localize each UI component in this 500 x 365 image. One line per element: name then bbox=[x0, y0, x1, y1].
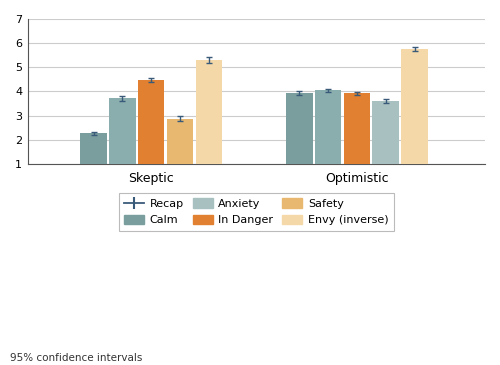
Bar bbox=[166, 119, 193, 164]
Bar bbox=[80, 133, 107, 164]
Bar bbox=[372, 101, 399, 164]
Bar bbox=[109, 98, 136, 164]
Bar bbox=[286, 93, 312, 164]
Bar bbox=[344, 93, 370, 164]
Bar bbox=[196, 60, 222, 164]
Bar bbox=[402, 49, 428, 164]
Bar bbox=[138, 80, 164, 164]
Bar bbox=[315, 91, 342, 164]
Text: 95% confidence intervals: 95% confidence intervals bbox=[10, 353, 142, 363]
Legend: Recap, Calm, Anxiety, In Danger, Safety, Envy (inverse): Recap, Calm, Anxiety, In Danger, Safety,… bbox=[118, 193, 394, 231]
